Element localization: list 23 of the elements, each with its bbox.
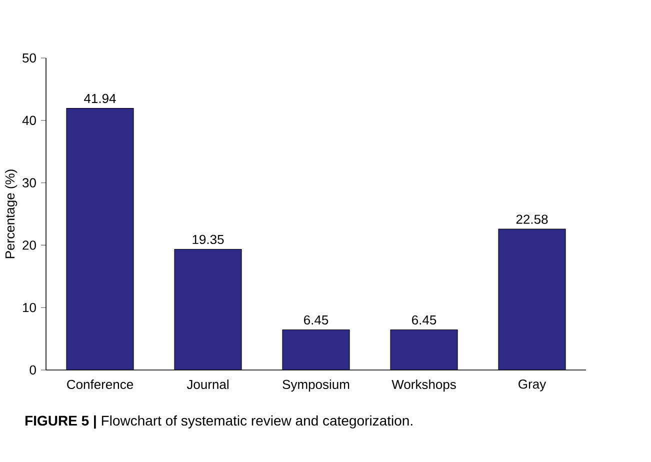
data-label: 41.94 <box>84 94 116 104</box>
x-tick-label: Symposium <box>282 380 350 392</box>
data-label: 19.35 <box>192 234 224 244</box>
y-axis-title: Percentage (%) <box>5 170 18 258</box>
bar <box>282 329 350 370</box>
y-tick-label: 30 <box>22 178 36 188</box>
bar <box>174 248 242 370</box>
x-tick-label: Conference <box>67 380 134 390</box>
data-label: 6.45 <box>304 315 328 325</box>
y-tick-label: 20 <box>22 240 36 250</box>
y-tick-label: 0 <box>30 365 36 375</box>
y-tick-label: 10 <box>23 302 36 312</box>
data-label: 6.45 <box>412 315 436 325</box>
x-tick-label: Workshops <box>392 380 456 392</box>
y-tick-label: 50 <box>22 53 36 63</box>
data-label: 22.58 <box>516 214 548 224</box>
bar <box>66 108 134 370</box>
text: FIGURE 5 | Flowchart of systematic review and categorization. <box>25 415 412 429</box>
x-tick-label: Journal <box>186 380 228 390</box>
bar <box>498 228 566 370</box>
y-tick-label: 40 <box>22 116 36 125</box>
x-tick-label: Gray <box>518 380 546 392</box>
bar <box>390 329 458 370</box>
